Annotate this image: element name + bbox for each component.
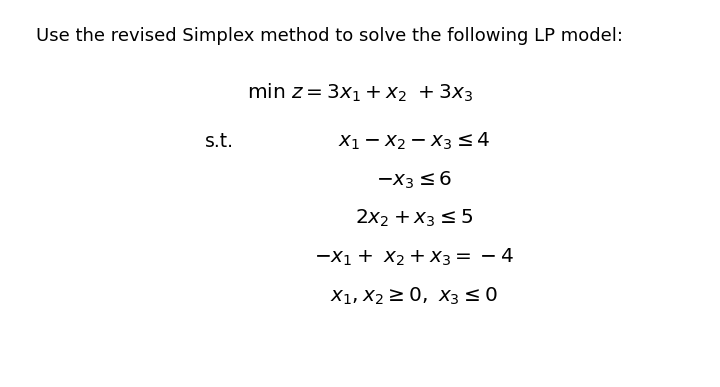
- Text: $-x_1 + \ x_2 + x_3 = -4$: $-x_1 + \ x_2 + x_3 = -4$: [314, 247, 514, 268]
- Text: $x_1 - x_2 - x_3 \leq 4$: $x_1 - x_2 - x_3 \leq 4$: [338, 130, 490, 152]
- Text: $\mathrm{min}\ z = 3x_1 + x_2 \ + 3x_3$: $\mathrm{min}\ z = 3x_1 + x_2 \ + 3x_3$: [247, 82, 473, 104]
- Text: $- x_3 \leq 6$: $- x_3 \leq 6$: [376, 169, 452, 191]
- Text: s.t.: s.t.: [205, 132, 234, 151]
- Text: $x_1, x_2 \geq 0, \ x_3 \leq 0$: $x_1, x_2 \geq 0, \ x_3 \leq 0$: [330, 285, 498, 307]
- Text: Use the revised Simplex method to solve the following LP model:: Use the revised Simplex method to solve …: [36, 27, 623, 45]
- Text: $2x_2 + x_3 \leq 5$: $2x_2 + x_3 \leq 5$: [355, 208, 473, 229]
